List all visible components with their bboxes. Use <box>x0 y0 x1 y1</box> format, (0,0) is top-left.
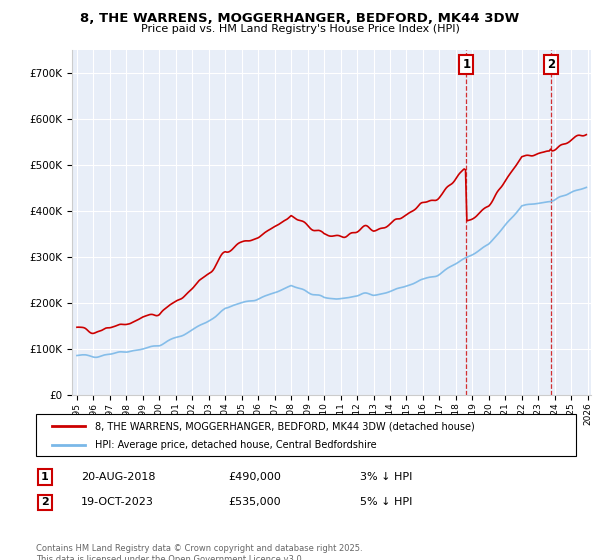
Text: 19-OCT-2023: 19-OCT-2023 <box>81 497 154 507</box>
Text: 20-AUG-2018: 20-AUG-2018 <box>81 472 155 482</box>
Text: 5% ↓ HPI: 5% ↓ HPI <box>360 497 412 507</box>
Text: 8, THE WARRENS, MOGGERHANGER, BEDFORD, MK44 3DW (detached house): 8, THE WARRENS, MOGGERHANGER, BEDFORD, M… <box>95 421 475 431</box>
Text: 8, THE WARRENS, MOGGERHANGER, BEDFORD, MK44 3DW: 8, THE WARRENS, MOGGERHANGER, BEDFORD, M… <box>80 12 520 25</box>
Text: HPI: Average price, detached house, Central Bedfordshire: HPI: Average price, detached house, Cent… <box>95 440 377 450</box>
Text: Contains HM Land Registry data © Crown copyright and database right 2025.
This d: Contains HM Land Registry data © Crown c… <box>36 544 362 560</box>
Text: 3% ↓ HPI: 3% ↓ HPI <box>360 472 412 482</box>
Text: £535,000: £535,000 <box>228 497 281 507</box>
Text: 1: 1 <box>463 58 470 71</box>
Text: 2: 2 <box>547 58 556 71</box>
Text: Price paid vs. HM Land Registry's House Price Index (HPI): Price paid vs. HM Land Registry's House … <box>140 24 460 34</box>
Text: 2: 2 <box>41 497 49 507</box>
FancyBboxPatch shape <box>36 414 576 456</box>
Text: 1: 1 <box>41 472 49 482</box>
Text: £490,000: £490,000 <box>228 472 281 482</box>
